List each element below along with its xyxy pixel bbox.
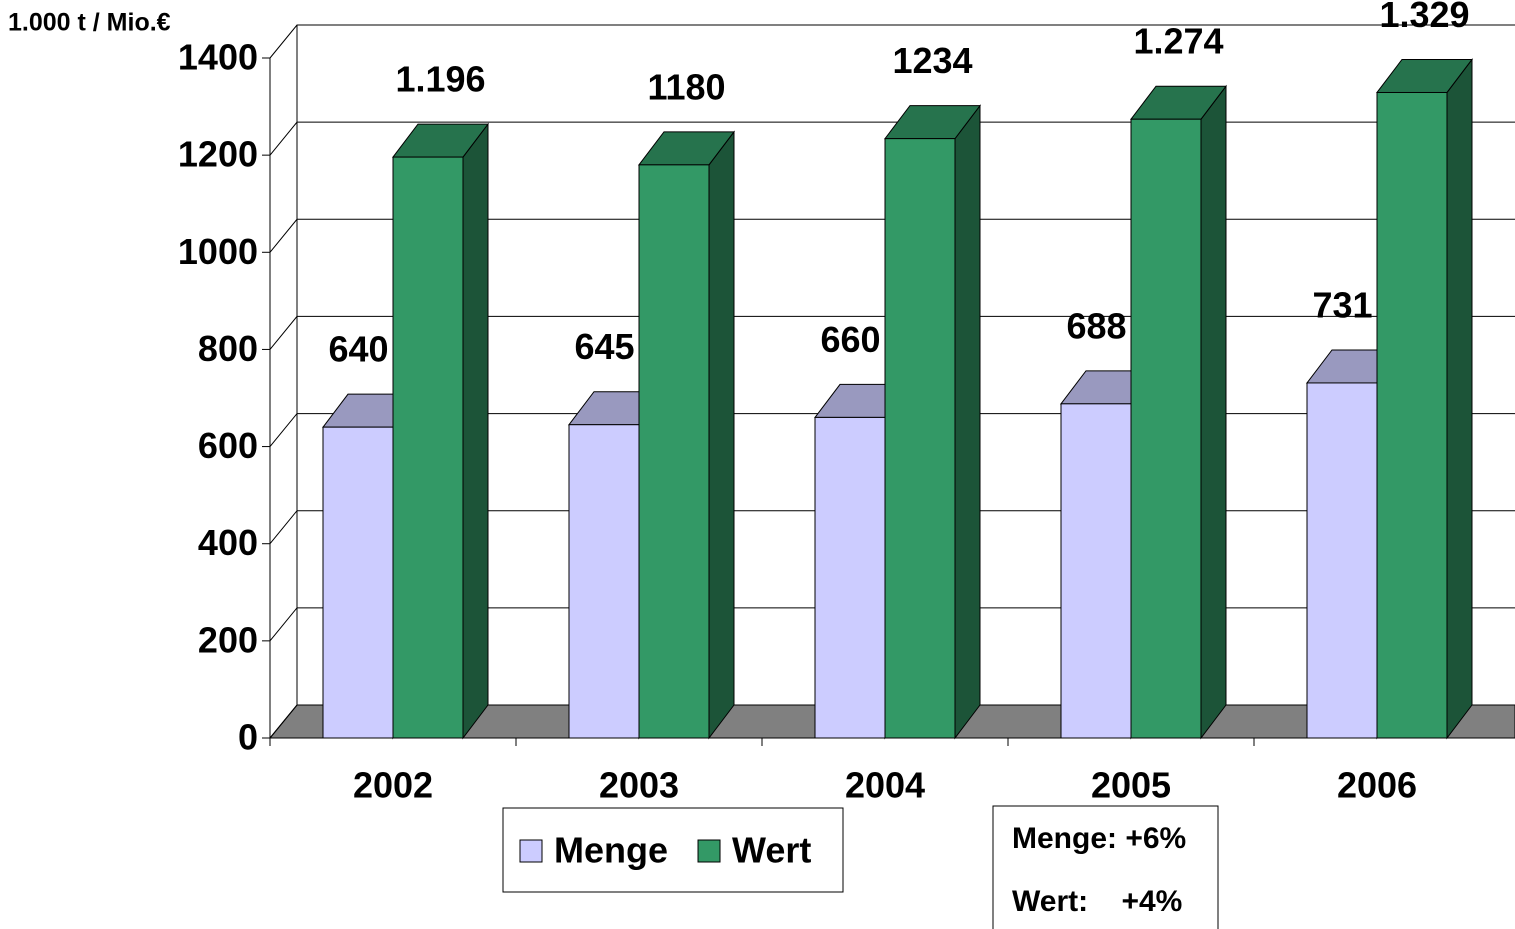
y-tick-label: 400 [198, 522, 258, 563]
annotation-box [992, 805, 1219, 929]
bar [1130, 118, 1202, 739]
grid-line [269, 315, 1515, 350]
bar [1060, 403, 1132, 739]
bar [322, 426, 394, 739]
data-label: 660 [820, 319, 880, 360]
legend-label: Wert [732, 830, 811, 871]
grid-line [269, 218, 1515, 253]
data-label: 688 [1066, 305, 1126, 346]
data-label: 1.329 [1379, 0, 1469, 35]
data-label: 1180 [647, 66, 725, 107]
legend-label: Menge [554, 830, 668, 871]
x-tick-label: 2002 [353, 765, 433, 806]
data-label: 645 [574, 326, 634, 367]
bar-side [462, 122, 489, 740]
bar-side [1200, 84, 1227, 740]
bar [568, 424, 640, 739]
grid-line [269, 121, 1515, 156]
bar [884, 138, 956, 739]
data-label: 731 [1312, 284, 1372, 325]
legend-box [502, 807, 844, 893]
bar [638, 164, 710, 739]
y-tick-label: 600 [198, 425, 258, 466]
bar [814, 416, 886, 739]
grid-line [269, 24, 1515, 59]
x-tick-label: 2004 [845, 765, 925, 806]
legend-swatch [519, 839, 543, 863]
annotation: Menge: +6% [1012, 822, 1186, 855]
annotation: Wert: +4% [1012, 885, 1182, 918]
data-label: 640 [328, 329, 388, 370]
data-label: 1.196 [395, 59, 485, 100]
bar [392, 156, 464, 739]
x-tick-label: 2003 [599, 765, 679, 806]
bar [1306, 382, 1378, 739]
y-tick-label: 0 [238, 717, 258, 758]
bar-side [1446, 57, 1473, 740]
bar [1376, 91, 1448, 739]
data-label: 1234 [892, 40, 972, 81]
y-tick-label: 800 [198, 328, 258, 369]
y-tick-label: 1400 [178, 37, 258, 78]
bar-side [708, 130, 735, 740]
y-tick-label: 200 [198, 619, 258, 660]
bar-side [954, 104, 981, 740]
legend-swatch [697, 839, 721, 863]
y-axis-label: 1.000 t / Mio.€ [8, 9, 171, 37]
y-tick-label: 1200 [178, 134, 258, 175]
data-label: 1.274 [1133, 21, 1223, 62]
x-tick-label: 2005 [1091, 765, 1171, 806]
y-tick-label: 1000 [178, 231, 258, 272]
x-tick-label: 2006 [1337, 765, 1417, 806]
